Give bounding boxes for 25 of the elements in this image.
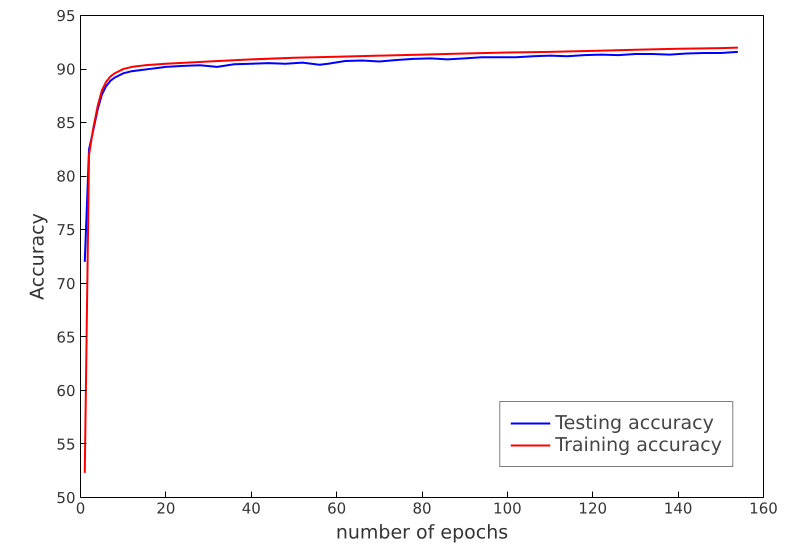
y-tick-label: 90	[56, 60, 76, 79]
y-tick-label: 55	[56, 435, 76, 454]
line-series	[84, 46, 739, 474]
y-tick-label: 70	[56, 274, 76, 293]
y-tick-label: 60	[56, 382, 76, 400]
y-tick-label: 85	[56, 114, 76, 132]
x-tick-label: 60	[327, 500, 346, 518]
y-tick-label: 50	[56, 489, 76, 507]
y-tick-label: 65	[56, 328, 76, 346]
legend-label: Testing accuracy	[555, 412, 714, 434]
x-tick-label: 120	[578, 500, 608, 518]
legend-label: Training accuracy	[555, 434, 722, 456]
x-tick-label: 80	[412, 500, 432, 518]
x-axis-title: number of epochs	[336, 522, 508, 544]
x-tick-label: 0	[76, 500, 86, 518]
y-tick-label: 75	[56, 221, 76, 240]
line-series	[84, 50, 739, 263]
x-tick-label: 140	[664, 500, 692, 518]
x-tick-label: 160	[749, 500, 778, 518]
x-tick-label: 100	[493, 500, 522, 518]
y-tick-label: 80	[56, 168, 76, 186]
y-axis-title: Accuracy	[26, 213, 48, 300]
x-tick-label: 20	[156, 500, 176, 518]
y-tick-label: 95	[56, 7, 76, 25]
x-tick-label: 40	[242, 500, 261, 518]
